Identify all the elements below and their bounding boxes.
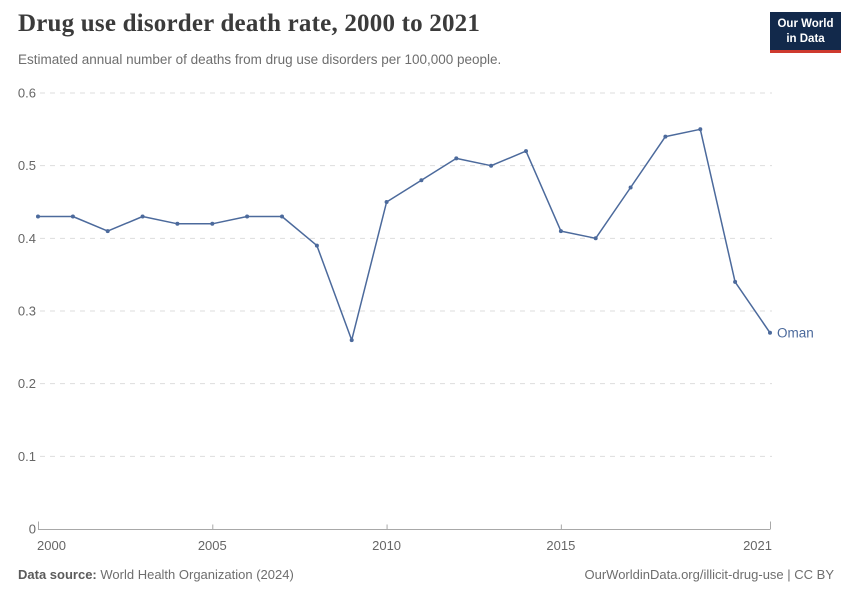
data-point[interactable] [175, 221, 180, 226]
y-tick-label: 0.6 [18, 86, 36, 101]
data-point[interactable] [768, 330, 772, 335]
y-tick-label: 0.2 [18, 376, 36, 391]
owid-logo[interactable]: Our World in Data [770, 12, 841, 54]
y-tick-label: 0.4 [18, 231, 36, 246]
data-point[interactable] [489, 163, 494, 168]
data-point[interactable] [663, 134, 668, 139]
y-tick-label: 0.3 [18, 304, 36, 319]
y-tick-label: 0 [29, 522, 36, 537]
data-source-label: Data source: [18, 567, 97, 582]
data-point[interactable] [280, 214, 284, 219]
chart-title: Drug use disorder death rate, 2000 to 20… [18, 10, 481, 37]
y-tick-label: 0.1 [18, 449, 36, 464]
data-point[interactable] [70, 214, 75, 219]
data-point[interactable] [628, 185, 633, 190]
data-point[interactable] [698, 127, 703, 132]
data-point[interactable] [419, 178, 424, 183]
data-point[interactable] [105, 229, 110, 234]
x-tick-label: 2010 [372, 538, 401, 553]
data-point[interactable] [349, 338, 354, 343]
data-point[interactable] [245, 214, 250, 219]
x-tick-label: 2005 [198, 538, 227, 553]
data-source-value: World Health Organization (2024) [100, 567, 294, 582]
chart-footer: Data source: World Health Organization (… [18, 567, 834, 582]
x-tick-label: 2015 [546, 538, 575, 553]
y-tick-label: 0.5 [18, 158, 36, 173]
data-point[interactable] [140, 214, 145, 219]
data-point[interactable] [210, 221, 215, 226]
data-point[interactable] [524, 149, 528, 154]
data-point[interactable] [558, 229, 563, 234]
data-source: Data source: World Health Organization (… [18, 567, 294, 582]
data-point[interactable] [36, 214, 40, 219]
data-point[interactable] [733, 279, 738, 284]
credit-link[interactable]: OurWorldinData.org/illicit-drug-use | CC… [584, 567, 835, 582]
data-point[interactable] [454, 156, 459, 161]
data-point[interactable] [384, 200, 389, 204]
owid-logo-line2: in Data [786, 32, 825, 45]
chart-subtitle: Estimated annual number of deaths from d… [18, 52, 502, 67]
series-end-label[interactable]: Oman [777, 325, 814, 340]
x-tick-label: 2000 [37, 538, 66, 553]
x-tick-label: 2021 [743, 538, 772, 553]
owid-logo-line1: Our World [777, 18, 834, 30]
data-point[interactable] [314, 243, 319, 248]
line-series-oman[interactable] [37, 128, 771, 341]
data-point[interactable] [593, 236, 598, 241]
